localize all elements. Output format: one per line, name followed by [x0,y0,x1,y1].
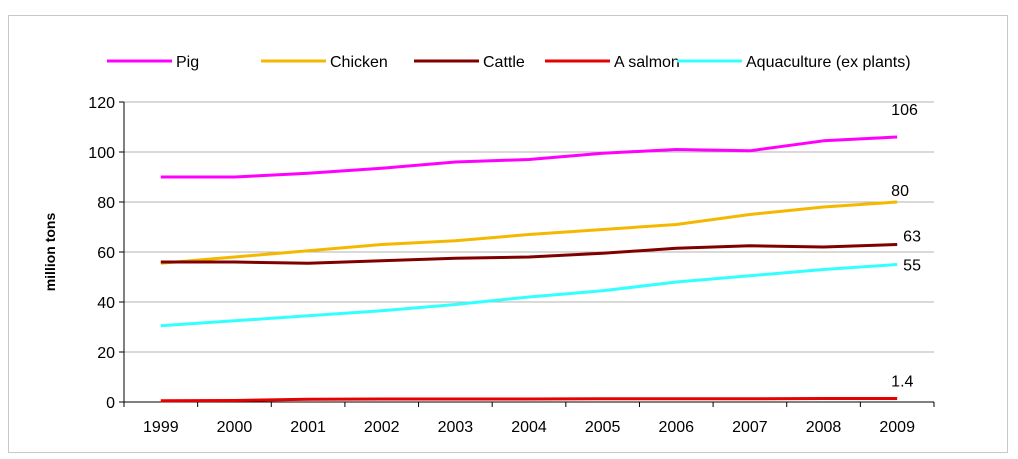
data-label: 1.4 [891,374,913,391]
x-tick-label: 2002 [364,419,400,436]
axes: 0 20 40 60 80 100 120 1999 2000 2001 2002 2003 2004 2… [88,95,935,436]
gridlines [124,101,934,353]
series-lines [160,135,898,403]
legend-label: Pig [176,54,199,71]
y-tick-label: 0 [106,395,115,412]
x-tick-label: 1999 [143,419,179,436]
x-tick-label: 2005 [585,419,621,436]
series-line-pig [160,135,898,179]
y-tick-label: 20 [97,345,115,362]
x-tick-label: 2000 [217,419,253,436]
y-axis-title: million tons [42,213,58,292]
series-line-chicken [160,200,898,265]
y-tick-label: 40 [97,295,115,312]
series-line-a-salmon [160,397,898,403]
y-tick-label: 80 [97,195,115,212]
end-labels: 106 80 63 1.4 55 [891,102,921,391]
legend-label: Chicken [330,54,388,71]
x-tick-label: 2009 [879,419,915,436]
data-label: 55 [903,258,921,275]
y-tick-label: 60 [97,245,115,262]
chart-frame [8,15,1008,453]
x-tick-label: 2003 [438,419,474,436]
x-tick-label: 2008 [806,419,842,436]
y-tick-label: 100 [88,145,115,162]
data-label: 106 [891,102,918,119]
y-tick-label: 120 [88,95,115,112]
legend: Pig Chicken Cattle A salmon Aquaculture (ex … [107,54,911,71]
data-label: 80 [891,183,909,200]
data-label: 63 [903,229,921,246]
series-line-aquaculture-ex-plants- [160,263,898,328]
x-tick-label: 2004 [511,419,547,436]
x-tick-label: 2006 [658,419,694,436]
legend-label: A salmon [614,54,680,71]
x-tick-label: 2001 [290,419,326,436]
legend-label: Cattle [483,54,525,71]
x-tick-label: 2007 [732,419,768,436]
legend-label: Aquaculture (ex plants) [746,54,911,71]
series-line-cattle [160,243,898,265]
